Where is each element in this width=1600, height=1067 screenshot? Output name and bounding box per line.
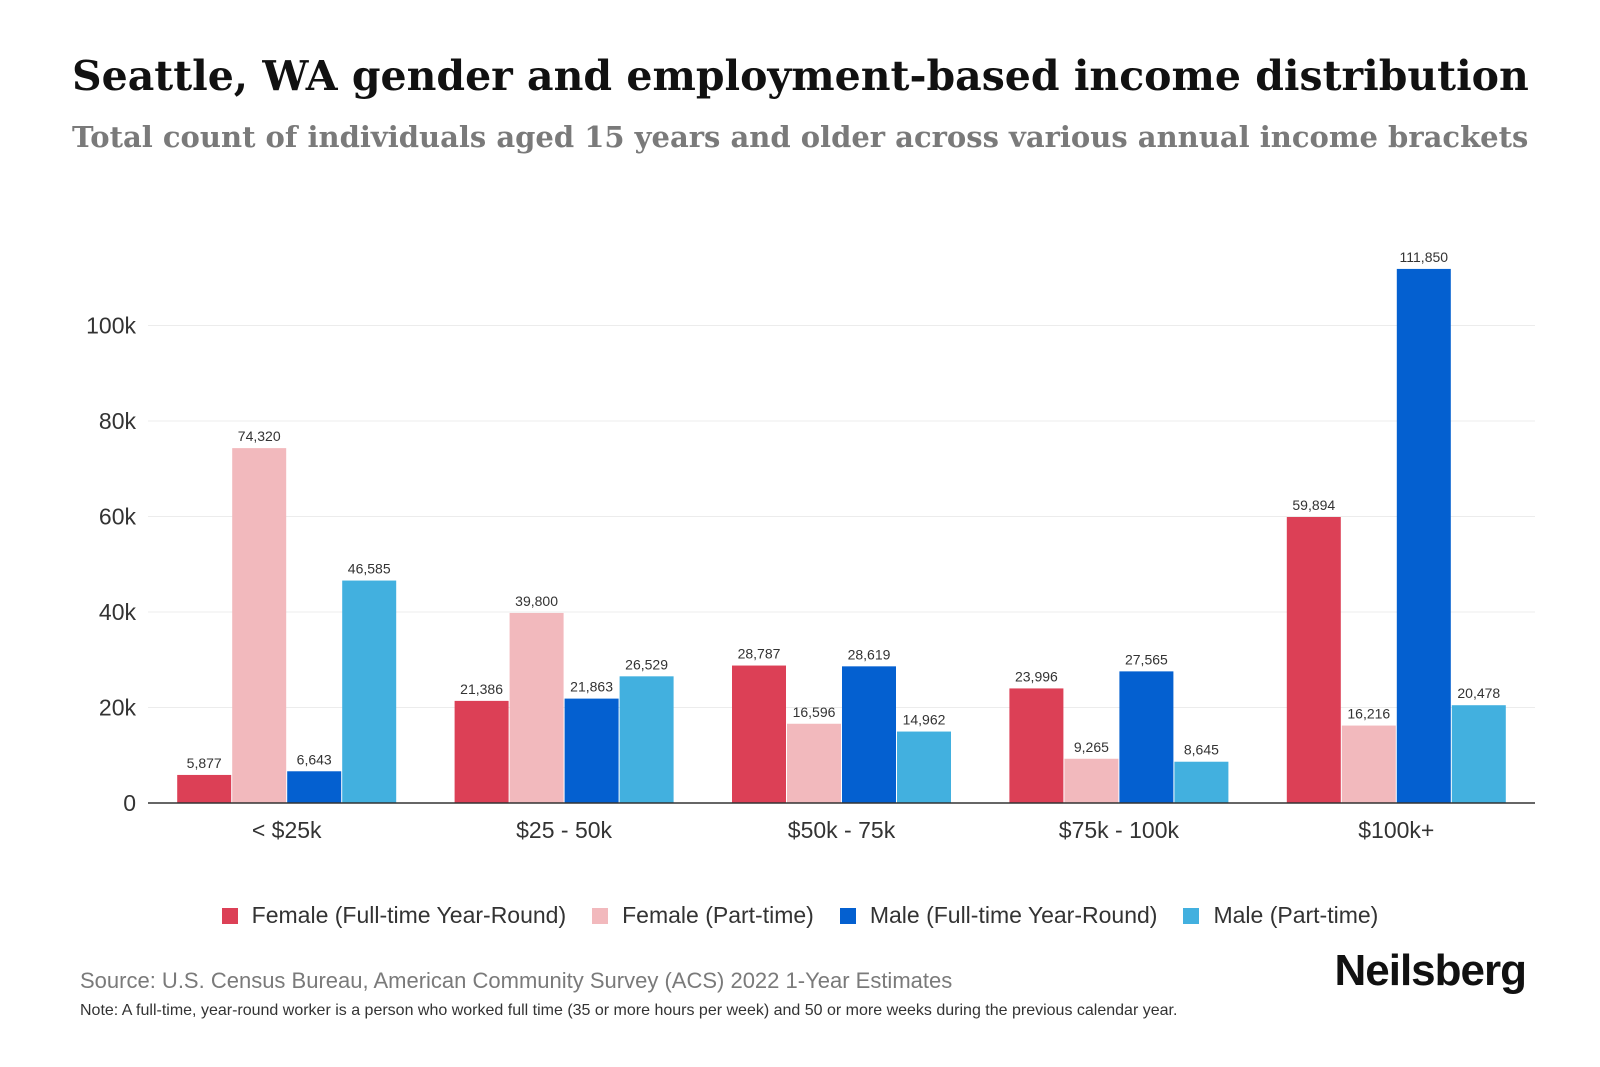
- bar: [897, 731, 951, 803]
- data-label: 46,585: [348, 561, 391, 577]
- legend-item-female-part-time: Female (Part-time): [592, 902, 814, 929]
- data-label: 14,962: [903, 712, 946, 728]
- bar: [1174, 761, 1229, 803]
- x-tick-label: $25 - 50k: [516, 817, 612, 843]
- legend-label: Male (Part-time): [1213, 902, 1379, 928]
- bar: [509, 612, 564, 803]
- data-label: 27,565: [1125, 651, 1168, 667]
- data-label: 21,386: [460, 681, 503, 697]
- bar: [1451, 705, 1506, 803]
- y-tick-label: 60k: [99, 504, 137, 530]
- legend: Female (Full-time Year-Round) Female (Par…: [0, 902, 1600, 929]
- legend-label: Female (Full-time Year-Round): [251, 902, 567, 928]
- bar: [287, 771, 342, 803]
- bar: [454, 700, 509, 803]
- data-label: 5,877: [187, 755, 222, 771]
- data-label: 9,265: [1074, 739, 1109, 755]
- bar: [564, 698, 619, 803]
- data-label: 59,894: [1292, 497, 1335, 513]
- bar: [177, 774, 232, 803]
- legend-item-female-full-time-year-round: Female (Full-time Year-Round): [221, 902, 567, 929]
- y-tick-label: 20k: [99, 695, 137, 721]
- x-tick-label: $100k+: [1358, 817, 1434, 843]
- bar: [232, 448, 287, 803]
- bar: [732, 665, 786, 803]
- data-label: 16,216: [1347, 706, 1390, 722]
- legend-swatch: [221, 907, 238, 924]
- y-tick-label: 0: [123, 790, 136, 816]
- data-label: 28,787: [738, 646, 781, 662]
- data-label: 74,320: [238, 428, 281, 444]
- bar: [1341, 725, 1396, 803]
- data-label: 6,643: [297, 751, 332, 767]
- data-label: 8,645: [1184, 742, 1219, 758]
- bar: [1064, 758, 1119, 803]
- bar: [1119, 671, 1174, 803]
- legend-swatch: [592, 907, 609, 924]
- chart-title: Seattle, WA gender and employment-based …: [72, 52, 1529, 100]
- legend-swatch: [1183, 907, 1200, 924]
- brand-logo: Neilsberg: [1334, 946, 1527, 995]
- bar-chart: 0 20k 40k 60k 80k 100k 5,877 74,320 6,643 46,585 <…: [86, 249, 1535, 843]
- legend-item-male-full-time-year-round: Male (Full-time Year-Round): [839, 902, 1158, 929]
- data-label: 28,619: [848, 646, 891, 662]
- chart-subtitle: Total count of individuals aged 15 years…: [72, 120, 1529, 154]
- legend-label: Female (Part-time): [622, 902, 814, 928]
- data-label: 23,996: [1015, 668, 1058, 684]
- bar: [787, 723, 841, 803]
- bar: [342, 580, 397, 803]
- y-tick-label: 80k: [99, 408, 137, 434]
- legend-label: Male (Full-time Year-Round): [869, 902, 1158, 928]
- data-label: 111,850: [1400, 249, 1449, 265]
- data-label: 16,596: [793, 704, 836, 720]
- legend-swatch: [839, 907, 856, 924]
- x-tick-label: < $25k: [252, 817, 322, 843]
- bar: [842, 666, 896, 803]
- data-label: 26,529: [625, 656, 668, 672]
- y-tick-label: 40k: [99, 599, 137, 625]
- bar: [1286, 517, 1341, 803]
- x-tick-label: $50k - 75k: [788, 817, 896, 843]
- data-label: 20,478: [1457, 685, 1500, 701]
- x-tick-label: $75k - 100k: [1059, 817, 1180, 843]
- data-label: 21,863: [570, 679, 613, 695]
- bar: [619, 676, 674, 803]
- bar: [1009, 688, 1064, 803]
- note-text: Note: A full-time, year-round worker is …: [80, 1002, 1178, 1019]
- source-text: Source: U.S. Census Bureau, American Com…: [80, 968, 953, 993]
- y-tick-label: 100k: [86, 313, 136, 339]
- legend-item-male-part-time: Male (Part-time): [1183, 902, 1378, 929]
- data-label: 39,800: [515, 593, 558, 609]
- bar: [1396, 268, 1451, 803]
